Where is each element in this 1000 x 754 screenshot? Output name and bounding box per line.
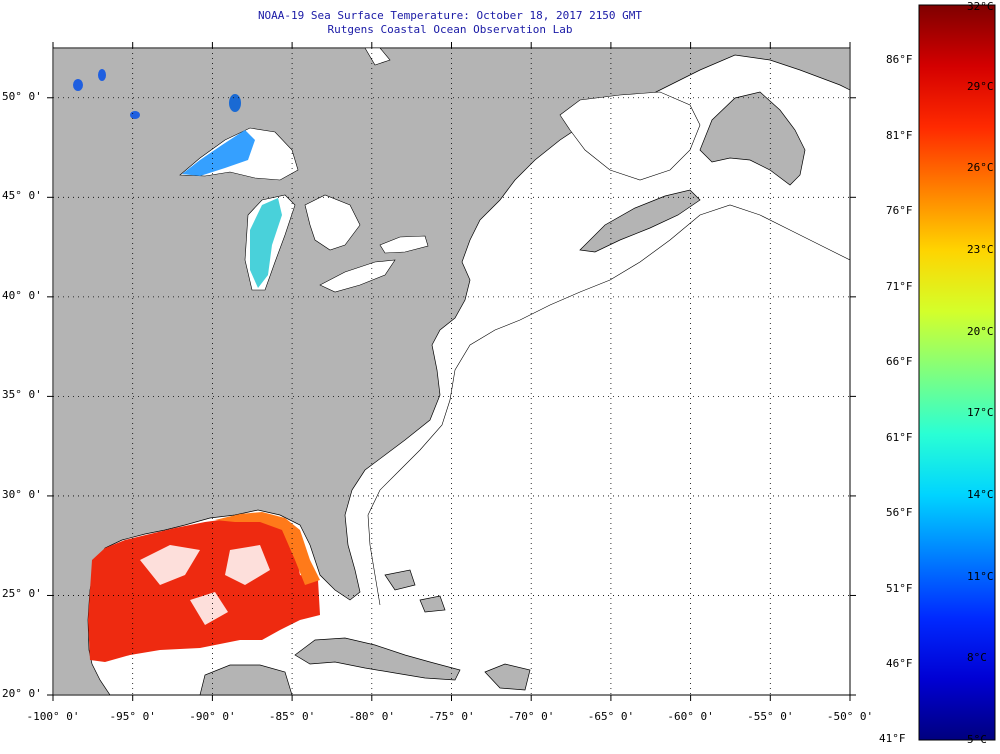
cuba-land — [294, 637, 461, 681]
colorbar — [918, 4, 996, 741]
colorbar-celsius-label: 17°C — [967, 406, 994, 420]
latitude-label: 35° 0' — [2, 388, 42, 402]
lake-michigan-sst — [250, 198, 282, 288]
nova-scotia-land — [579, 189, 701, 253]
small-lake-sst — [130, 111, 140, 119]
latitude-label: 20° 0' — [2, 687, 42, 700]
yucatan-land — [199, 664, 293, 695]
colorbar-celsius-label: 11°C — [967, 569, 994, 583]
hudson-bay-area — [364, 48, 391, 66]
colorbar-celsius-label: 26°C — [967, 161, 994, 175]
map-subtitle: Rutgens Coastal Ocean Observation Lab — [327, 23, 573, 36]
colorbar-celsius-label: 32°C — [967, 0, 994, 13]
colorbar-fahrenheit-label: 46°F — [886, 657, 913, 670]
lake-huron — [304, 194, 361, 251]
latitude-label: 30° 0' — [2, 487, 42, 501]
latitude-label: 45° 0' — [2, 189, 42, 203]
small-lake-sst — [98, 69, 106, 81]
colorbar-celsius-label: 14°C — [967, 488, 994, 501]
colorbar-celsius-label: 23°C — [967, 243, 994, 256]
colorbar-fahrenheit-label: 56°F — [886, 506, 913, 519]
tick-layer — [47, 42, 856, 701]
longitude-label: -90° 0' — [189, 710, 236, 723]
colorbar-celsius-label: 8°C — [967, 651, 987, 665]
colorbar-fahrenheit-label: 76°F — [886, 204, 913, 217]
longitude-label: -65° 0' — [587, 710, 635, 723]
longitude-label: -95° 0' — [109, 710, 156, 723]
newfoundland-land — [699, 91, 806, 186]
lake-erie — [319, 259, 396, 293]
lake-nipigon-sst — [229, 94, 241, 112]
lake-ontario — [379, 235, 429, 254]
gulf-nodata-patch — [140, 545, 270, 625]
bahamas-land — [384, 569, 446, 613]
colorbar-celsius-label: 5°C — [967, 733, 987, 746]
longitude-label: -50° 0' — [826, 710, 874, 723]
longitude-label: -70° 0' — [508, 710, 555, 723]
gulf-st-lawrence — [559, 91, 701, 181]
map-title: NOAA-19 Sea Surface Temperature: October… — [257, 9, 643, 22]
colorbar-fahrenheit-label: 41°F — [879, 732, 906, 745]
shelf-isobath — [367, 204, 850, 606]
longitude-label: -60° 0' — [667, 710, 714, 723]
lake-superior-sst — [182, 130, 255, 176]
colorbar-celsius-label: 20°C — [967, 324, 994, 338]
hispaniola-land — [484, 663, 531, 691]
small-lake-sst — [73, 79, 83, 91]
colorbar-fahrenheit-label: 71°F — [886, 279, 913, 293]
colorbar-fahrenheit-label: 61°F — [886, 430, 913, 444]
latitude-label: 25° 0' — [2, 587, 42, 601]
longitude-label: -55° 0' — [747, 710, 794, 723]
colorbar-fahrenheit-label: 86°F — [886, 53, 913, 66]
longitude-label: -85° 0' — [268, 710, 316, 723]
latitude-label: 50° 0' — [2, 89, 42, 103]
longitude-label: -100° 0' — [26, 710, 80, 723]
longitude-label: -80° 0' — [348, 710, 395, 723]
latitude-label: 40° 0' — [2, 288, 42, 302]
colorbar-fahrenheit-label: 51°F — [886, 581, 913, 595]
gulf-coastal-sst — [215, 512, 320, 585]
colorbar-fahrenheit-label: 66°F — [886, 355, 913, 368]
longitude-label: -75° 0' — [428, 710, 475, 723]
colorbar-celsius-label: 29°C — [967, 79, 994, 93]
colorbar-fahrenheit-label: 81°F — [886, 128, 913, 142]
